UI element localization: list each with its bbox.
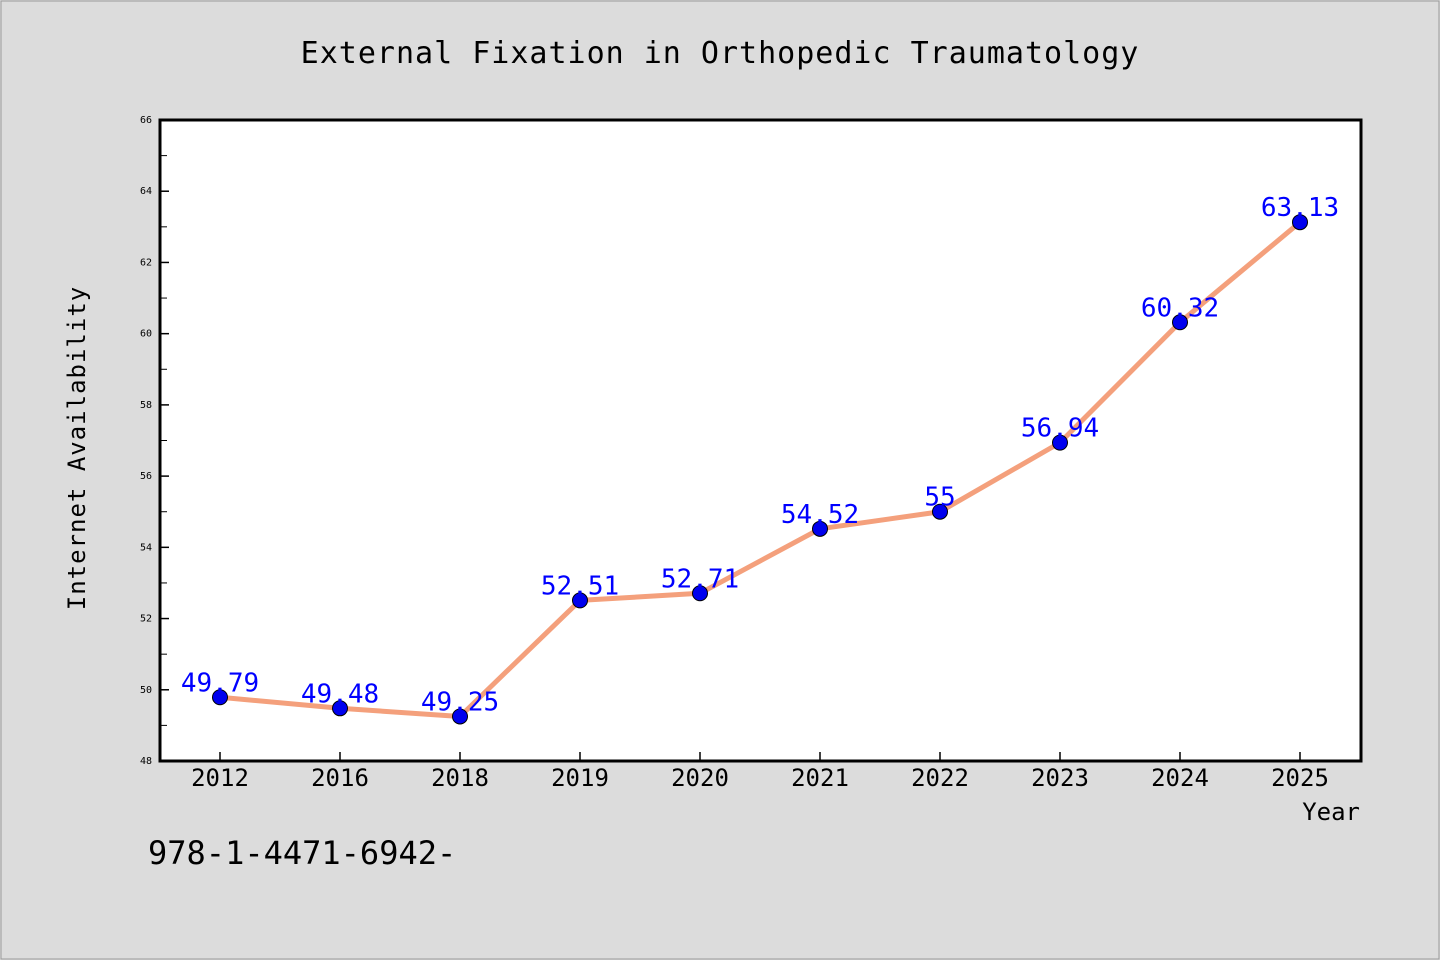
data-point xyxy=(1292,214,1308,231)
y-tick-label: 54 xyxy=(140,542,152,553)
x-tick-label: 2019 xyxy=(551,764,609,792)
data-label: 55 xyxy=(924,483,955,513)
data-point xyxy=(692,585,708,602)
y-axis-label: Internet Availability xyxy=(63,286,91,610)
x-tick-label: 2025 xyxy=(1271,764,1329,792)
series-line xyxy=(217,219,1303,719)
y-tick-label: 48 xyxy=(140,756,152,767)
y-tick-label: 64 xyxy=(140,186,152,197)
data-point xyxy=(932,503,948,520)
data-markers xyxy=(212,214,1308,725)
data-point xyxy=(1052,434,1068,451)
data-label: 60.32 xyxy=(1141,293,1219,323)
plot-area xyxy=(158,118,1363,763)
x-tick-label: 2022 xyxy=(911,764,969,792)
x-tick-label: 2021 xyxy=(791,764,849,792)
x-tick-label: 2012 xyxy=(191,764,249,792)
y-tick-label: 52 xyxy=(140,614,152,625)
data-point xyxy=(452,708,468,725)
y-tick-label: 58 xyxy=(140,400,152,411)
data-point xyxy=(572,592,588,609)
y-tick-label: 62 xyxy=(140,257,152,268)
y-tick-label: 66 xyxy=(140,115,152,126)
data-point xyxy=(212,689,228,706)
data-point xyxy=(1172,314,1188,331)
data-label: 49.48 xyxy=(301,679,379,709)
data-label: 49.25 xyxy=(421,687,499,717)
y-axis: 48 50 52 54 56 58 60 62 64 66 xyxy=(140,115,169,767)
data-label: 52.71 xyxy=(661,564,739,594)
data-labels: 49.79 49.48 49.25 52.51 52.71 54.52 55 56.94 60.… xyxy=(181,193,1339,717)
x-tick-label: 2016 xyxy=(311,764,369,792)
data-label: 49.79 xyxy=(181,668,259,698)
y-tick-label: 50 xyxy=(140,685,152,696)
y-tick-label: 56 xyxy=(140,471,152,482)
footer-isbn-text: 978-1-4471-6942- xyxy=(148,834,456,872)
x-tick-label: 2024 xyxy=(1151,764,1209,792)
data-point xyxy=(332,700,348,717)
x-tick-label: 2023 xyxy=(1031,764,1089,792)
data-label: 56.94 xyxy=(1021,414,1099,444)
data-label: 52.51 xyxy=(541,571,619,601)
x-axis: 2012 2016 2018 2019 2020 2021 2022 2023 2024 2025 xyxy=(191,752,1329,792)
x-axis-label: Year xyxy=(1302,798,1360,826)
x-tick-label: 2018 xyxy=(431,764,489,792)
chart-title: External Fixation in Orthopedic Traumato… xyxy=(301,36,1140,71)
data-label: 63.13 xyxy=(1261,193,1339,223)
data-label: 54.52 xyxy=(781,500,859,530)
data-point xyxy=(812,520,828,537)
y-tick-label: 60 xyxy=(140,329,152,340)
x-tick-label: 2020 xyxy=(671,764,729,792)
